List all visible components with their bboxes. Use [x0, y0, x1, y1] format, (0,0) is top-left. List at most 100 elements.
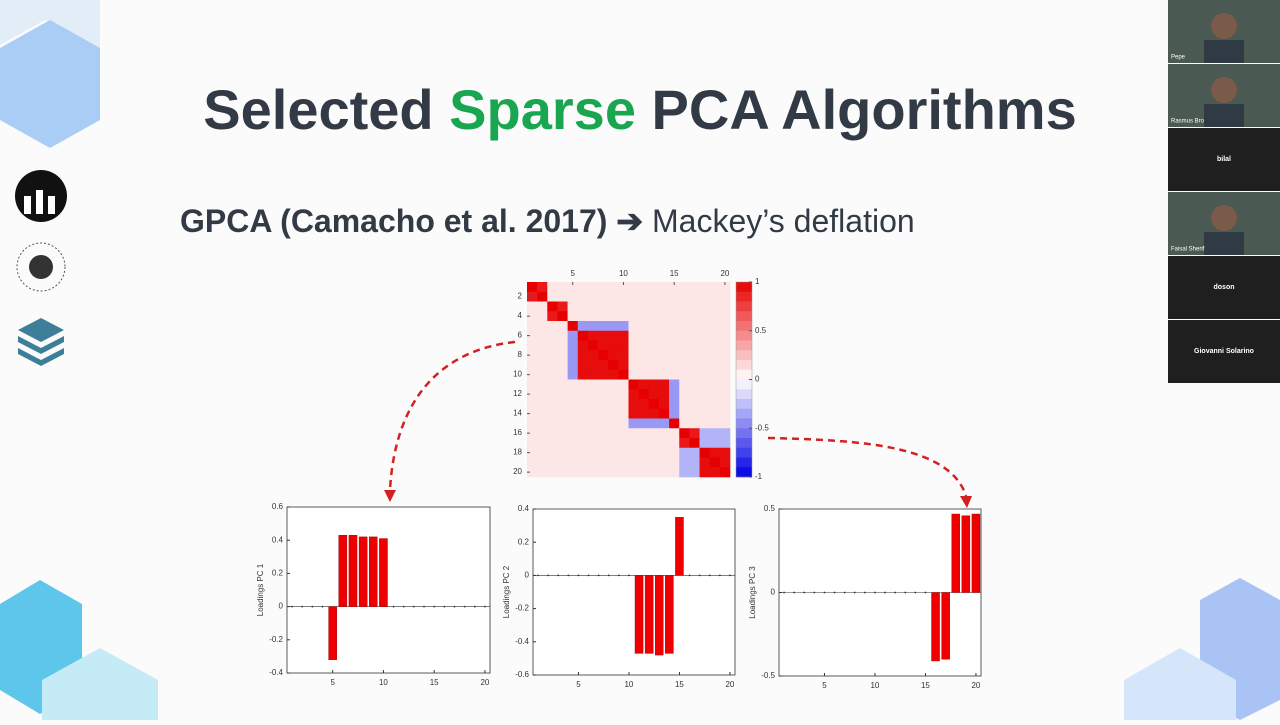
heatmap-cell — [669, 418, 680, 429]
heatmap-cell — [689, 428, 700, 439]
heatmap-cell — [689, 457, 700, 468]
colorbar-segment — [736, 311, 752, 322]
heatmap-cell — [577, 330, 589, 341]
heatmap-cell — [598, 291, 609, 302]
heatmap-cell — [587, 369, 599, 380]
heatmap-cell — [679, 350, 690, 361]
heatmap-cell — [547, 399, 558, 410]
heatmap-cell — [598, 418, 609, 429]
heatmap-cell — [537, 408, 548, 419]
bar-point — [894, 591, 897, 594]
heatmap-cell — [547, 428, 558, 439]
heatmap-cell — [608, 340, 619, 351]
heatmap-cell — [577, 360, 589, 371]
heatmap-cell — [648, 291, 660, 302]
heatmap-cell — [648, 408, 660, 419]
bar — [941, 592, 950, 660]
x-tick-label: 5 — [822, 681, 827, 690]
heatmap-cell — [648, 369, 660, 380]
heatmap-cell — [547, 330, 558, 341]
colorbar-segment — [736, 418, 752, 429]
heatmap-cell — [699, 350, 710, 361]
heatmap-cell — [608, 418, 619, 429]
y-tick-label: 12 — [513, 389, 522, 398]
heatmap-cell — [527, 301, 538, 312]
logo — [18, 348, 64, 366]
heatmap-cell — [567, 438, 579, 449]
y-tick-label: -0.6 — [515, 670, 529, 679]
heatmap-cell — [567, 399, 579, 410]
heatmap-cell — [679, 379, 690, 390]
heatmap-cell — [628, 321, 639, 332]
heatmap-cell — [689, 282, 700, 293]
colorbar-tick-label: -1 — [755, 472, 763, 481]
heatmap-cell — [658, 447, 670, 458]
heatmap-cell — [638, 301, 650, 312]
heatmap-cell — [669, 282, 680, 293]
bar-point — [597, 574, 600, 577]
heatmap-cell — [537, 369, 548, 380]
heatmap-cell — [709, 389, 721, 400]
heatmap-cell — [648, 467, 660, 478]
heatmap-cell — [709, 282, 721, 293]
heatmap-cell — [679, 428, 690, 439]
heatmap-cell — [557, 321, 568, 332]
x-tick-label: 10 — [870, 681, 879, 690]
colorbar-tick-label: -0.5 — [755, 423, 769, 432]
heatmap-cell — [567, 360, 579, 371]
subtitle-arrow: ➔ — [616, 203, 643, 239]
bar-point — [311, 605, 314, 608]
heatmap-cell — [699, 389, 710, 400]
bar-point — [402, 605, 405, 608]
heatmap-cell — [699, 428, 710, 439]
heatmap-cell — [567, 340, 579, 351]
heatmap-cell — [628, 282, 639, 293]
heatmap-cell — [719, 457, 731, 468]
colorbar-segment — [736, 399, 752, 410]
heatmap-cell — [537, 418, 548, 429]
heatmap-cell — [527, 438, 538, 449]
heatmap-cell — [587, 457, 599, 468]
heatmap-cell — [699, 408, 710, 419]
heatmap-cell — [557, 467, 568, 478]
bar-point — [924, 591, 927, 594]
heatmap-cell — [669, 447, 680, 458]
heatmap-cell — [608, 350, 619, 361]
bar-point — [874, 591, 876, 594]
heatmap-cell — [648, 457, 660, 468]
heatmap-cell — [709, 408, 721, 419]
heatmap-cell — [689, 321, 700, 332]
heatmap-cell — [638, 408, 650, 419]
heatmap-cell — [679, 321, 690, 332]
heatmap-cell — [669, 350, 680, 361]
colorbar-segment — [736, 321, 752, 332]
participant-tile — [1168, 320, 1280, 383]
heatmap-cell — [719, 389, 731, 400]
heatmap-cell — [679, 340, 690, 351]
y-tick-label: -0.4 — [515, 637, 529, 646]
heatmap-cell — [719, 321, 731, 332]
heatmap-cell — [669, 301, 680, 312]
y-tick-label: 0 — [771, 588, 776, 597]
heatmap-cell — [679, 399, 690, 410]
heatmap-cell — [669, 360, 680, 371]
bar — [379, 538, 388, 607]
hexagon-decoration — [0, 0, 100, 50]
heatmap-cell — [719, 330, 731, 341]
heatmap-cell — [638, 379, 650, 390]
heatmap-cell — [598, 301, 609, 312]
heatmap-cell — [699, 291, 710, 302]
bar-point — [904, 591, 907, 594]
heatmap-cell — [709, 457, 721, 468]
heatmap-cell — [638, 311, 650, 322]
heatmap-cell — [587, 301, 599, 312]
heatmap-cell — [638, 350, 650, 361]
heatmap-cell — [537, 467, 548, 478]
heatmap-cell — [537, 301, 548, 312]
heatmap-cell — [658, 369, 670, 380]
heatmap-cell — [567, 457, 579, 468]
colorbar-segment — [736, 340, 752, 351]
bar — [665, 575, 674, 654]
heatmap-cell — [679, 282, 690, 293]
